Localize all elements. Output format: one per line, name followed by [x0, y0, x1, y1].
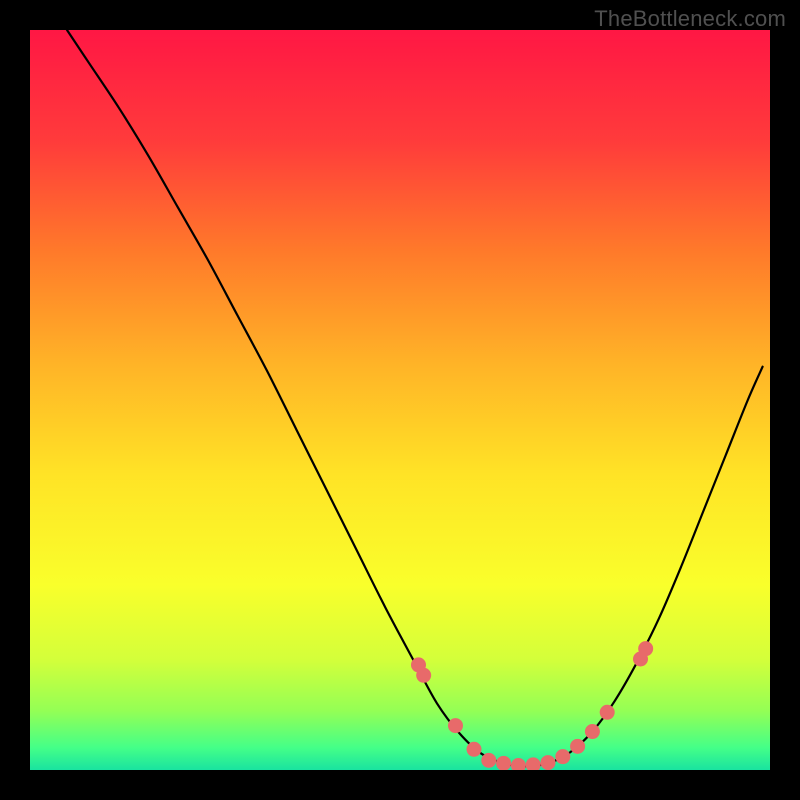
curve-marker — [417, 668, 431, 682]
chart-stage: TheBottleneck.com — [0, 0, 800, 800]
curve-marker — [556, 750, 570, 764]
curve-marker — [541, 756, 555, 770]
watermark-text: TheBottleneck.com — [594, 6, 786, 32]
curve-marker — [449, 719, 463, 733]
curve-marker — [467, 742, 481, 756]
curve-marker — [600, 705, 614, 719]
curve-marker — [585, 725, 599, 739]
curve-marker — [497, 756, 511, 770]
curve-marker — [639, 642, 653, 656]
curve-marker — [511, 759, 525, 770]
plot-svg — [30, 30, 770, 770]
curve-marker — [482, 753, 496, 767]
plot-background — [30, 30, 770, 770]
curve-marker — [571, 739, 585, 753]
curve-marker — [526, 758, 540, 770]
plot-area — [30, 30, 770, 770]
